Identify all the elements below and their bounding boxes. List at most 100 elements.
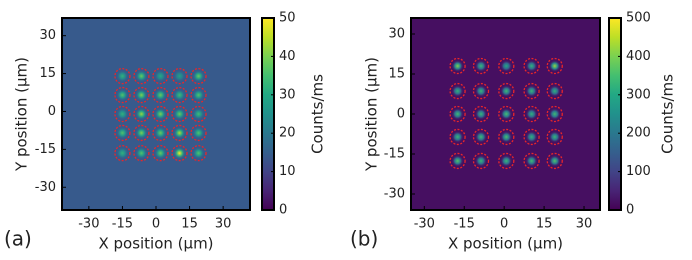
spot-outline	[449, 57, 466, 75]
y-tick-label: -15	[384, 147, 405, 162]
spot-outline	[152, 105, 169, 123]
spot	[548, 60, 561, 72]
spot-outline	[171, 124, 188, 142]
spot-outline	[190, 86, 207, 104]
colorbar-tick-label: 100	[626, 164, 651, 179]
spot	[451, 60, 464, 72]
spot	[192, 89, 205, 102]
colorbar-tick-label: 0	[626, 203, 634, 218]
spot-outline	[472, 57, 490, 75]
spot-outline	[498, 57, 515, 75]
y-tick-label: 0	[48, 104, 56, 119]
spot	[154, 70, 167, 83]
spot	[173, 126, 186, 139]
spot-outline	[449, 82, 466, 100]
spot-outline	[114, 105, 131, 123]
x-tick-label: -30	[78, 217, 99, 232]
spot-outline	[472, 82, 490, 100]
spot	[135, 70, 148, 83]
spot	[548, 154, 561, 167]
y-tick-label: -15	[35, 142, 56, 157]
spot	[192, 147, 205, 160]
spot	[192, 70, 205, 83]
spot-outline	[133, 145, 150, 162]
y-tick-label: 15	[388, 67, 405, 82]
spot-outline	[449, 105, 466, 123]
colorbar-tick-label: 30	[279, 87, 296, 102]
spot-outline	[152, 67, 169, 85]
spot	[525, 130, 538, 143]
spot-outline	[498, 152, 515, 170]
spot-outline	[171, 105, 188, 123]
y-tick-label: 30	[388, 27, 405, 42]
spot-outline	[523, 128, 540, 146]
panel-label: (a)	[4, 227, 32, 251]
spot-outline	[171, 86, 188, 104]
spot-outline	[133, 124, 150, 142]
y-tick-label: 30	[39, 28, 56, 43]
spot-outline	[152, 145, 169, 162]
spot-outline	[449, 128, 466, 146]
colorbar-tick-label: 300	[626, 87, 651, 102]
x-tick-label: 15	[181, 217, 198, 232]
spot	[548, 130, 561, 143]
spot-outline	[523, 152, 540, 170]
colorbar-tick-label: 20	[279, 126, 296, 141]
spot	[116, 147, 129, 160]
spot-outline	[152, 124, 169, 142]
colorbar	[261, 17, 275, 211]
spot	[525, 154, 538, 167]
colorbar-label: Counts/ms	[659, 74, 677, 154]
x-axis-label: X position (µm)	[448, 235, 563, 253]
spot-outline	[472, 152, 490, 170]
spot	[525, 85, 538, 98]
spot-outline	[498, 128, 515, 146]
spot-outline	[114, 145, 131, 162]
spot-outline	[190, 67, 207, 85]
spot-outline	[498, 105, 515, 123]
x-tick-label: -15	[454, 217, 475, 232]
spot	[192, 126, 205, 139]
spot	[154, 126, 167, 139]
spot	[451, 130, 464, 143]
spot-outline	[171, 145, 188, 162]
spot-outline	[523, 57, 540, 75]
x-tick-label: 30	[215, 217, 232, 232]
colorbar-tick-label: 400	[626, 49, 651, 64]
y-tick-label: 15	[39, 66, 56, 81]
spot-outline	[472, 128, 490, 146]
spot-outline	[546, 82, 563, 100]
spot	[451, 85, 464, 98]
spot-outline	[190, 105, 207, 123]
spot	[500, 108, 513, 120]
spot	[500, 60, 513, 72]
spot-outline	[523, 105, 540, 123]
x-tick-label: 0	[152, 217, 160, 232]
spot-outline	[133, 86, 150, 104]
spot-outline	[546, 128, 563, 146]
spot-outline	[449, 152, 466, 170]
spot	[135, 147, 148, 160]
y-axis-label: Y position (µm)	[13, 57, 31, 172]
spot	[154, 108, 167, 120]
spot-outline	[114, 86, 131, 104]
spot	[525, 108, 538, 120]
spot-outline	[190, 145, 207, 162]
spot-outline	[114, 124, 131, 142]
spot-outline	[498, 82, 515, 100]
spot	[525, 60, 538, 72]
colorbar-tick-label: 10	[279, 164, 296, 179]
spot	[475, 60, 488, 72]
y-tick-label: -30	[35, 180, 56, 195]
colorbar	[608, 17, 622, 211]
panel-label: (b)	[350, 227, 378, 251]
y-axis-label: Y position (µm)	[363, 57, 381, 172]
spot-outline	[472, 105, 490, 123]
colorbar-tick-label: 200	[626, 126, 651, 141]
spot	[475, 130, 488, 143]
spot	[116, 126, 129, 139]
x-axis-label: X position (µm)	[98, 235, 213, 253]
spot	[116, 89, 129, 102]
spot	[548, 85, 561, 98]
spot	[500, 154, 513, 167]
